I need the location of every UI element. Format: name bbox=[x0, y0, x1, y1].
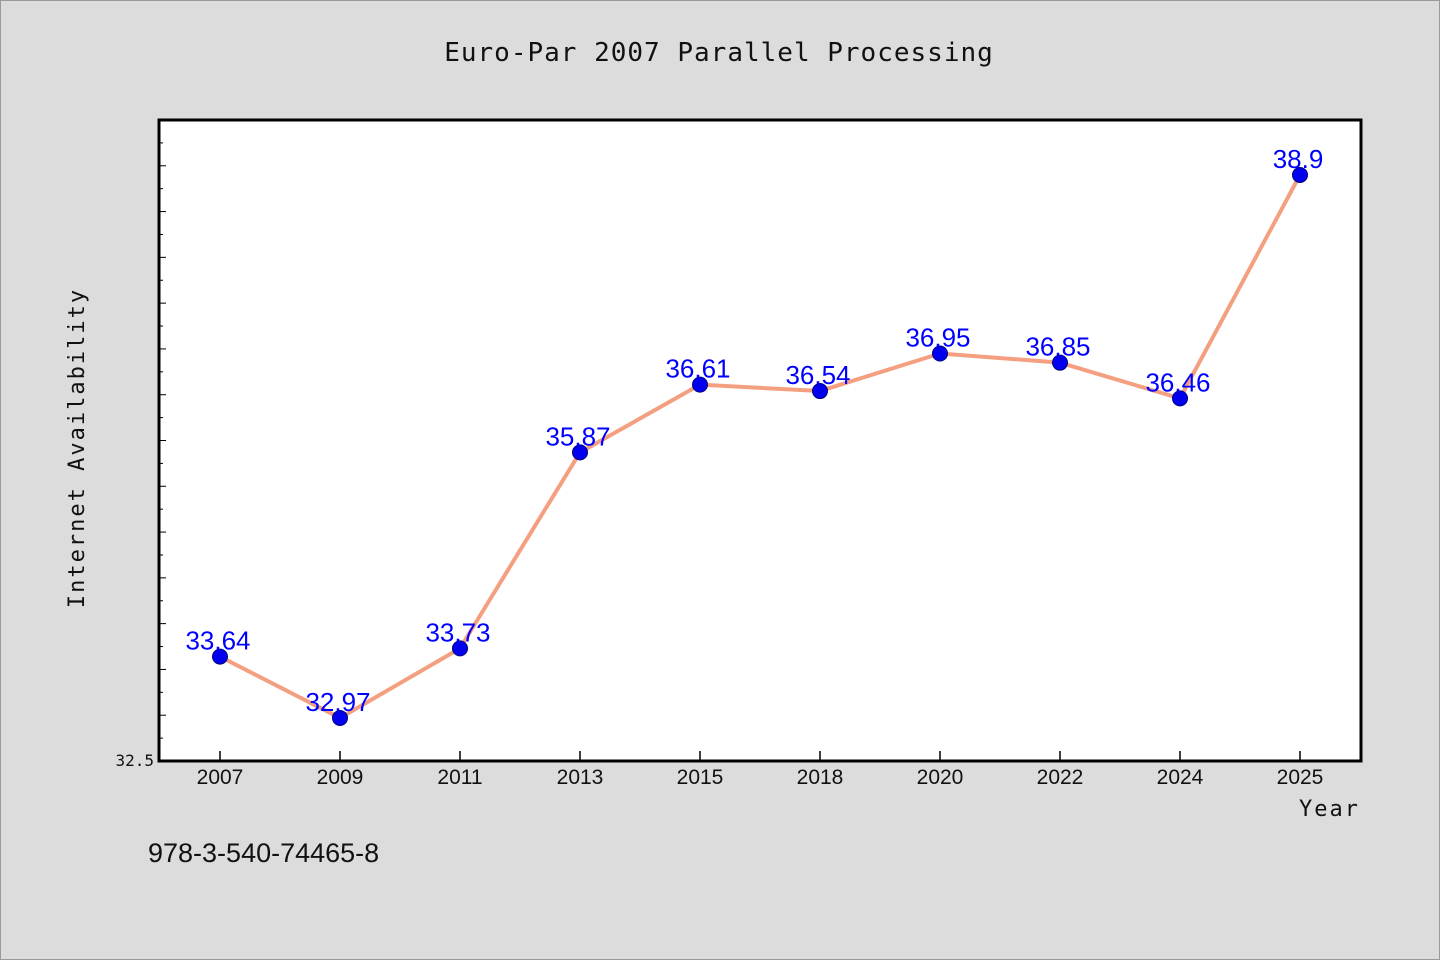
data-point bbox=[812, 383, 828, 400]
data-label: 36.46 bbox=[1145, 367, 1210, 397]
x-tick-label: 2024 bbox=[1157, 766, 1204, 789]
x-tick-label: 2013 bbox=[557, 766, 604, 789]
data-point bbox=[1052, 354, 1068, 371]
footnote-isbn: 978-3-540-74465-8 bbox=[148, 838, 379, 868]
data-point bbox=[572, 444, 588, 461]
y-tick-label: 32.5 bbox=[115, 751, 154, 770]
data-label: 36.95 bbox=[905, 323, 970, 353]
data-label: 33.64 bbox=[185, 626, 250, 656]
x-tick-label: 2007 bbox=[197, 766, 244, 789]
x-tick-label: 2020 bbox=[917, 766, 964, 789]
data-labels: 33.64 32.97 33.73 35.87 36.61 36.54 36.95 36.85… bbox=[185, 144, 1323, 717]
plot-area bbox=[157, 118, 1363, 763]
data-point bbox=[212, 648, 228, 665]
x-tick-label: 2025 bbox=[1277, 766, 1324, 789]
data-label: 36.61 bbox=[665, 354, 730, 384]
data-point bbox=[1292, 166, 1308, 183]
x-axis: 2007 2009 2011 2013 2015 2018 2020 2022 2024 2025 bbox=[197, 751, 1324, 789]
series-line bbox=[219, 173, 1302, 720]
data-label: 36.85 bbox=[1025, 332, 1090, 362]
x-tick-label: 2011 bbox=[437, 766, 482, 789]
data-point bbox=[332, 709, 348, 726]
x-tick-label: 2022 bbox=[1037, 766, 1084, 789]
x-tick-label: 2015 bbox=[677, 766, 724, 789]
x-tick-label: 2018 bbox=[797, 766, 844, 789]
data-label: 38.9 bbox=[1273, 144, 1324, 174]
x-axis-label: Year bbox=[1299, 797, 1360, 822]
data-label: 36.54 bbox=[785, 360, 850, 390]
data-label: 35.87 bbox=[545, 421, 610, 451]
y-axis-ticks bbox=[159, 119, 166, 762]
data-label: 33.73 bbox=[425, 617, 490, 647]
data-point bbox=[452, 640, 468, 657]
data-point bbox=[932, 345, 948, 362]
data-point bbox=[692, 376, 708, 393]
series-markers bbox=[212, 166, 1308, 726]
chart-title: Euro-Par 2007 Parallel Processing bbox=[444, 38, 994, 68]
x-tick-label: 2009 bbox=[317, 766, 364, 789]
data-point bbox=[1172, 390, 1188, 407]
data-label: 32.97 bbox=[305, 687, 370, 717]
y-axis-label: Internet Availability bbox=[65, 288, 90, 608]
